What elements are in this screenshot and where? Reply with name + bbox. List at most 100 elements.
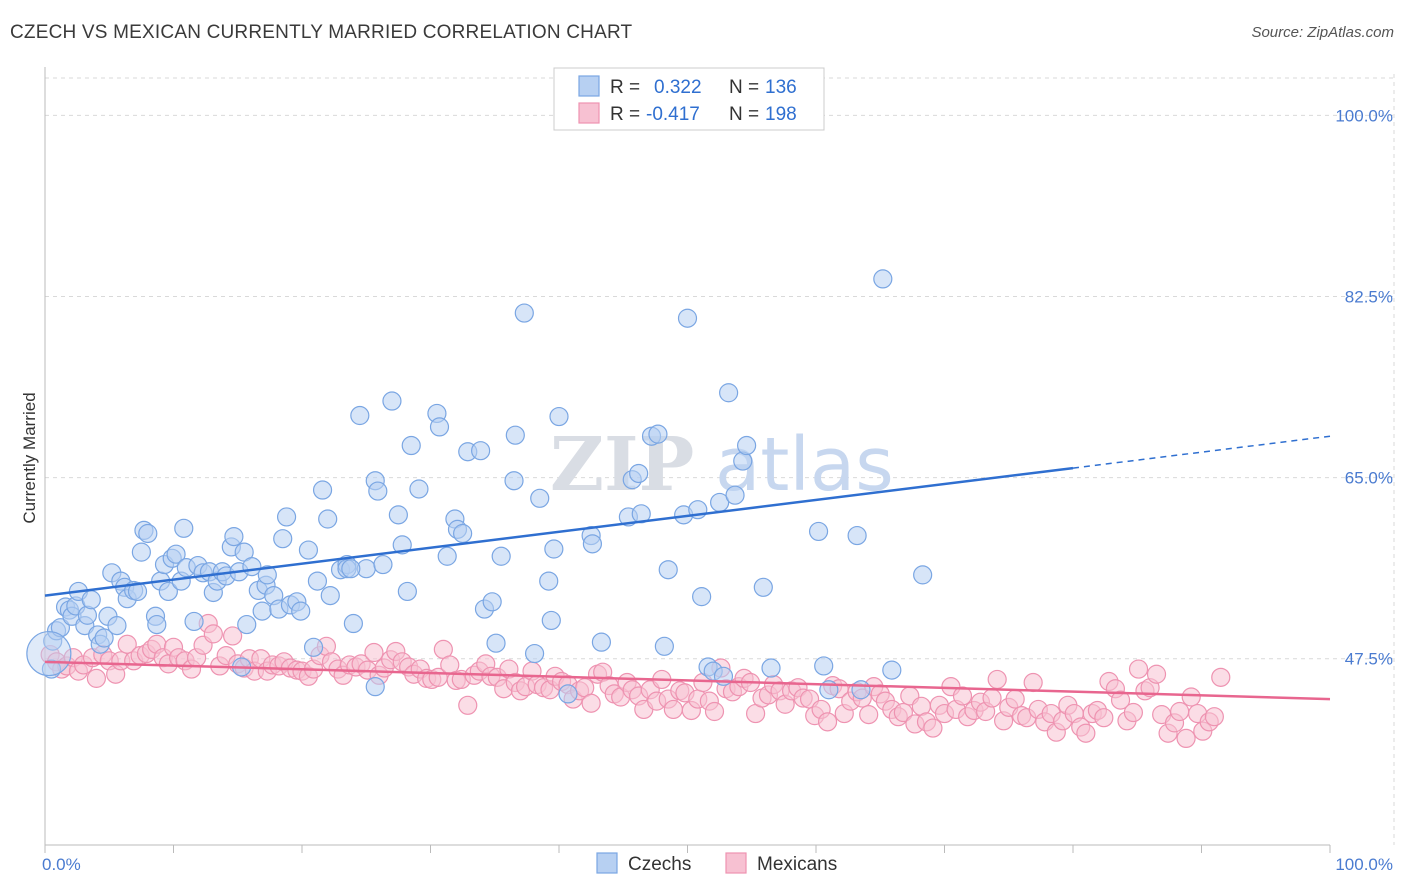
czech-point-137 [873,269,893,289]
czech-point-32 [166,544,186,564]
mexican-point-188 [1146,664,1167,684]
chart-title: CZECH VS MEXICAN CURRENTLY MARRIED CORRE… [10,22,633,43]
czech-point-106 [558,684,578,704]
czech-point-75 [350,405,370,426]
czech-point-135 [847,525,867,546]
x-tick-label-0: 0.0% [42,855,81,874]
mexican-point-155 [952,686,973,706]
series-legend: Czechs Mexicans [596,852,837,875]
czech-point-17 [107,616,127,636]
x-tick-label-1: 100.0% [1335,855,1393,874]
legend-mexican-n-label: N = [729,104,759,125]
czech-point-103 [541,610,561,631]
czech-point-74 [368,481,388,501]
mexican-point-182 [1110,690,1131,710]
czech-point-30 [158,581,178,602]
legend-czech-swatch [578,75,600,97]
legend-czech-r-value: 0.322 [654,77,702,98]
czech-point-76 [341,559,361,579]
bottom-legend-mexican-label: Mexicans [757,854,837,875]
mexican-point-145 [893,702,913,723]
mexican-point-176 [1076,723,1096,743]
mexican-point-167 [1023,672,1043,693]
mexican-point-194 [1181,687,1201,707]
czech-point-90 [453,523,473,544]
czech-point-25 [138,523,158,544]
czech-point-34 [174,518,194,538]
czech-point-101 [530,488,550,508]
czech-point-65 [312,480,333,500]
czech-point-11 [81,590,101,610]
czech-point-83 [401,435,421,456]
bottom-legend-czech-label: Czechs [628,854,691,875]
mexican-point-55 [364,642,384,663]
legend-mexican-r-label: R = [610,104,640,125]
czech-point-36 [184,611,204,632]
czech-point-52 [252,601,272,621]
czech-point-125 [719,383,739,403]
czech-point-126 [725,485,745,505]
y-tick-label-1: 65.0% [1345,469,1393,488]
czech-point-84 [409,479,429,499]
mexican-point-8 [86,668,107,688]
mexican-point-71 [458,695,478,715]
mexican-point-28 [203,624,223,644]
czech-point-66 [318,509,338,529]
czech-point-45 [224,526,244,547]
czech-point-99 [514,303,534,323]
czech-point-102 [539,571,559,591]
czech-point-64 [307,571,328,591]
czech-point-27 [147,614,167,635]
points-layer [26,269,1231,749]
mexican-point-31 [223,626,243,646]
czech-point-136 [851,680,871,700]
czech-point-116 [654,636,674,656]
czech-point-80 [388,505,408,525]
mexican-point-161 [987,669,1007,690]
legend-mexican-n-value: 198 [765,104,797,125]
czech-trend-line-extension [1072,435,1331,469]
legend-mexican-r-value: -0.417 [646,104,700,125]
mexican-point-150 [923,718,943,738]
czech-point-128 [737,435,757,456]
czech-point-78 [373,554,393,575]
czech-point-63 [303,637,324,657]
czech-point-96 [491,546,511,566]
mexican-point-113 [704,701,725,722]
mexican-point-198 [1204,707,1224,727]
mexican-point-92 [581,693,601,713]
mexican-point-185 [1128,659,1149,679]
czech-point-132 [808,521,829,542]
mexican-point-160 [982,688,1002,708]
czech-point-95 [486,633,506,653]
bottom-legend-czech-swatch [596,852,618,874]
czech-point-109 [591,632,612,652]
czech-trend-line [44,466,1074,597]
watermark-zip: ZIP [550,422,694,508]
mexican-point-106 [663,699,683,720]
czech-point-121 [692,587,712,607]
czech-point-119 [677,308,698,328]
y-tick-label-0: 47.5% [1345,650,1393,669]
czech-point-100 [524,643,545,664]
correlation-legend: R = 0.322 N = 136 R = -0.417 N = 198 [553,67,825,131]
czech-point-23 [131,542,151,562]
czech-point-92 [471,441,491,461]
czech-point-54 [257,565,277,585]
czech-point-57 [273,529,293,549]
legend-czech-n-label: N = [729,77,759,98]
czech-point-108 [582,534,603,554]
czech-point-117 [658,560,678,580]
czech-point-104 [544,539,564,559]
czech-point-98 [504,471,524,491]
source-label: Source: ZipAtlas.com [1251,24,1394,41]
czech-point-61 [291,601,311,621]
czech-point-97 [505,425,525,445]
mexican-point-193 [1176,728,1196,749]
czech-point-130 [761,658,781,678]
czech-point-58 [276,507,297,527]
czech-point-87 [437,546,457,566]
czech-point-71 [343,613,363,634]
czech-point-62 [298,540,319,560]
